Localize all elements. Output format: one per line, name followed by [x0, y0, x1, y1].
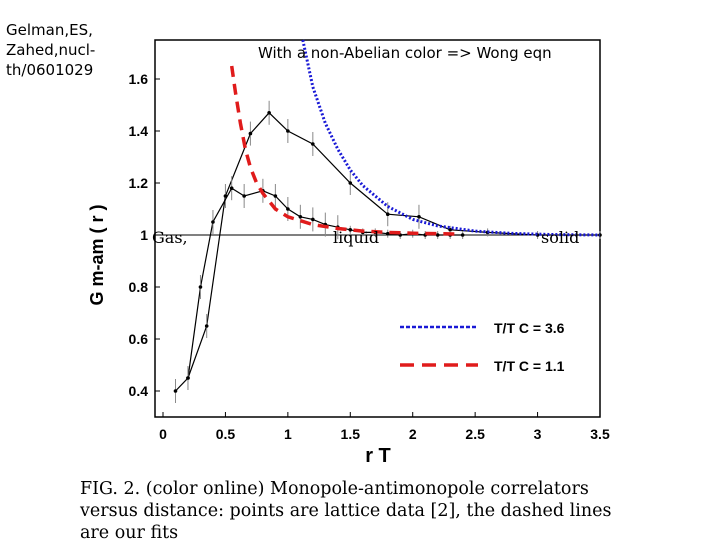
lattice-point — [435, 233, 440, 237]
fit-curve-t36 — [301, 39, 601, 237]
x-axis-label: r T — [365, 445, 391, 467]
lattice-data-line — [187, 187, 463, 379]
x-tick-label: 0.5 — [216, 426, 236, 442]
x-tick-label: 3 — [534, 426, 542, 442]
lattice-data-line — [175, 111, 600, 392]
caption-line-2: versus distance: points are lattice data… — [80, 501, 612, 521]
y-tick-label: 1.4 — [129, 123, 149, 139]
lattice-point — [286, 207, 290, 211]
lattice-point — [348, 181, 353, 185]
plot-frame — [154, 39, 601, 418]
lattice-point — [273, 194, 278, 198]
legend-label: T/T C = 1.1 — [494, 358, 565, 374]
lattice-point — [348, 228, 353, 232]
region-label-solid: solid — [541, 228, 580, 247]
x-tick-label: 1 — [284, 426, 292, 442]
caption-line-3: are our fits — [80, 523, 179, 543]
lattice-point — [286, 129, 290, 133]
reference-line-2: Zahed,nucl- — [6, 41, 96, 59]
lattice-point — [229, 186, 234, 190]
y-tick-label: 1.6 — [129, 71, 149, 87]
lattice-point — [248, 131, 253, 136]
lattice-point — [242, 194, 246, 198]
y-tick-label: 1 — [140, 227, 148, 243]
y-tick-label: 0.4 — [129, 383, 149, 399]
region-label-liquid: liquid — [333, 228, 380, 247]
lattice-point — [298, 215, 303, 219]
caption-line-1: FIG. 2. (color online) Monopole-antimono… — [80, 479, 589, 499]
lattice-point — [460, 233, 465, 237]
lattice-point — [211, 220, 215, 224]
fit-curve-t11 — [229, 65, 457, 236]
lattice-point — [198, 285, 203, 289]
x-tick-label: 1.5 — [341, 426, 361, 442]
legend-label: T/T C = 3.6 — [494, 320, 565, 336]
x-tick-label: 3.5 — [590, 426, 610, 442]
lattice-point — [311, 217, 315, 222]
x-tick-label: 2 — [409, 426, 417, 442]
x-tick-label: 2.5 — [465, 426, 485, 442]
lattice-point — [186, 376, 190, 380]
lattice-point — [311, 142, 315, 146]
figure-caption: FIG. 2. (color online) Monopole-antimono… — [80, 478, 700, 544]
lattice-point — [417, 215, 421, 219]
lattice-point — [204, 324, 209, 328]
x-tick-label: 0 — [159, 426, 167, 442]
reference-line-1: Gelman,ES, — [6, 21, 93, 39]
y-tick-label: 0.6 — [129, 331, 149, 347]
reference-line-3: th/0601029 — [6, 61, 94, 79]
wong-annotation: With a non-Abelian color => Wong eqn — [258, 44, 552, 62]
y-tick-label: 1.2 — [129, 175, 149, 191]
y-tick-label: 0.8 — [129, 279, 149, 295]
lattice-point — [173, 389, 178, 393]
reference-citation: Gelman,ES, Zahed,nucl- th/0601029 — [6, 20, 95, 80]
y-axis-label: G m-am ( r ) — [87, 204, 107, 305]
region-label-gas: Gas, — [152, 228, 188, 247]
lattice-point — [385, 212, 390, 216]
lattice-point — [267, 111, 271, 115]
lattice-point — [385, 231, 390, 236]
